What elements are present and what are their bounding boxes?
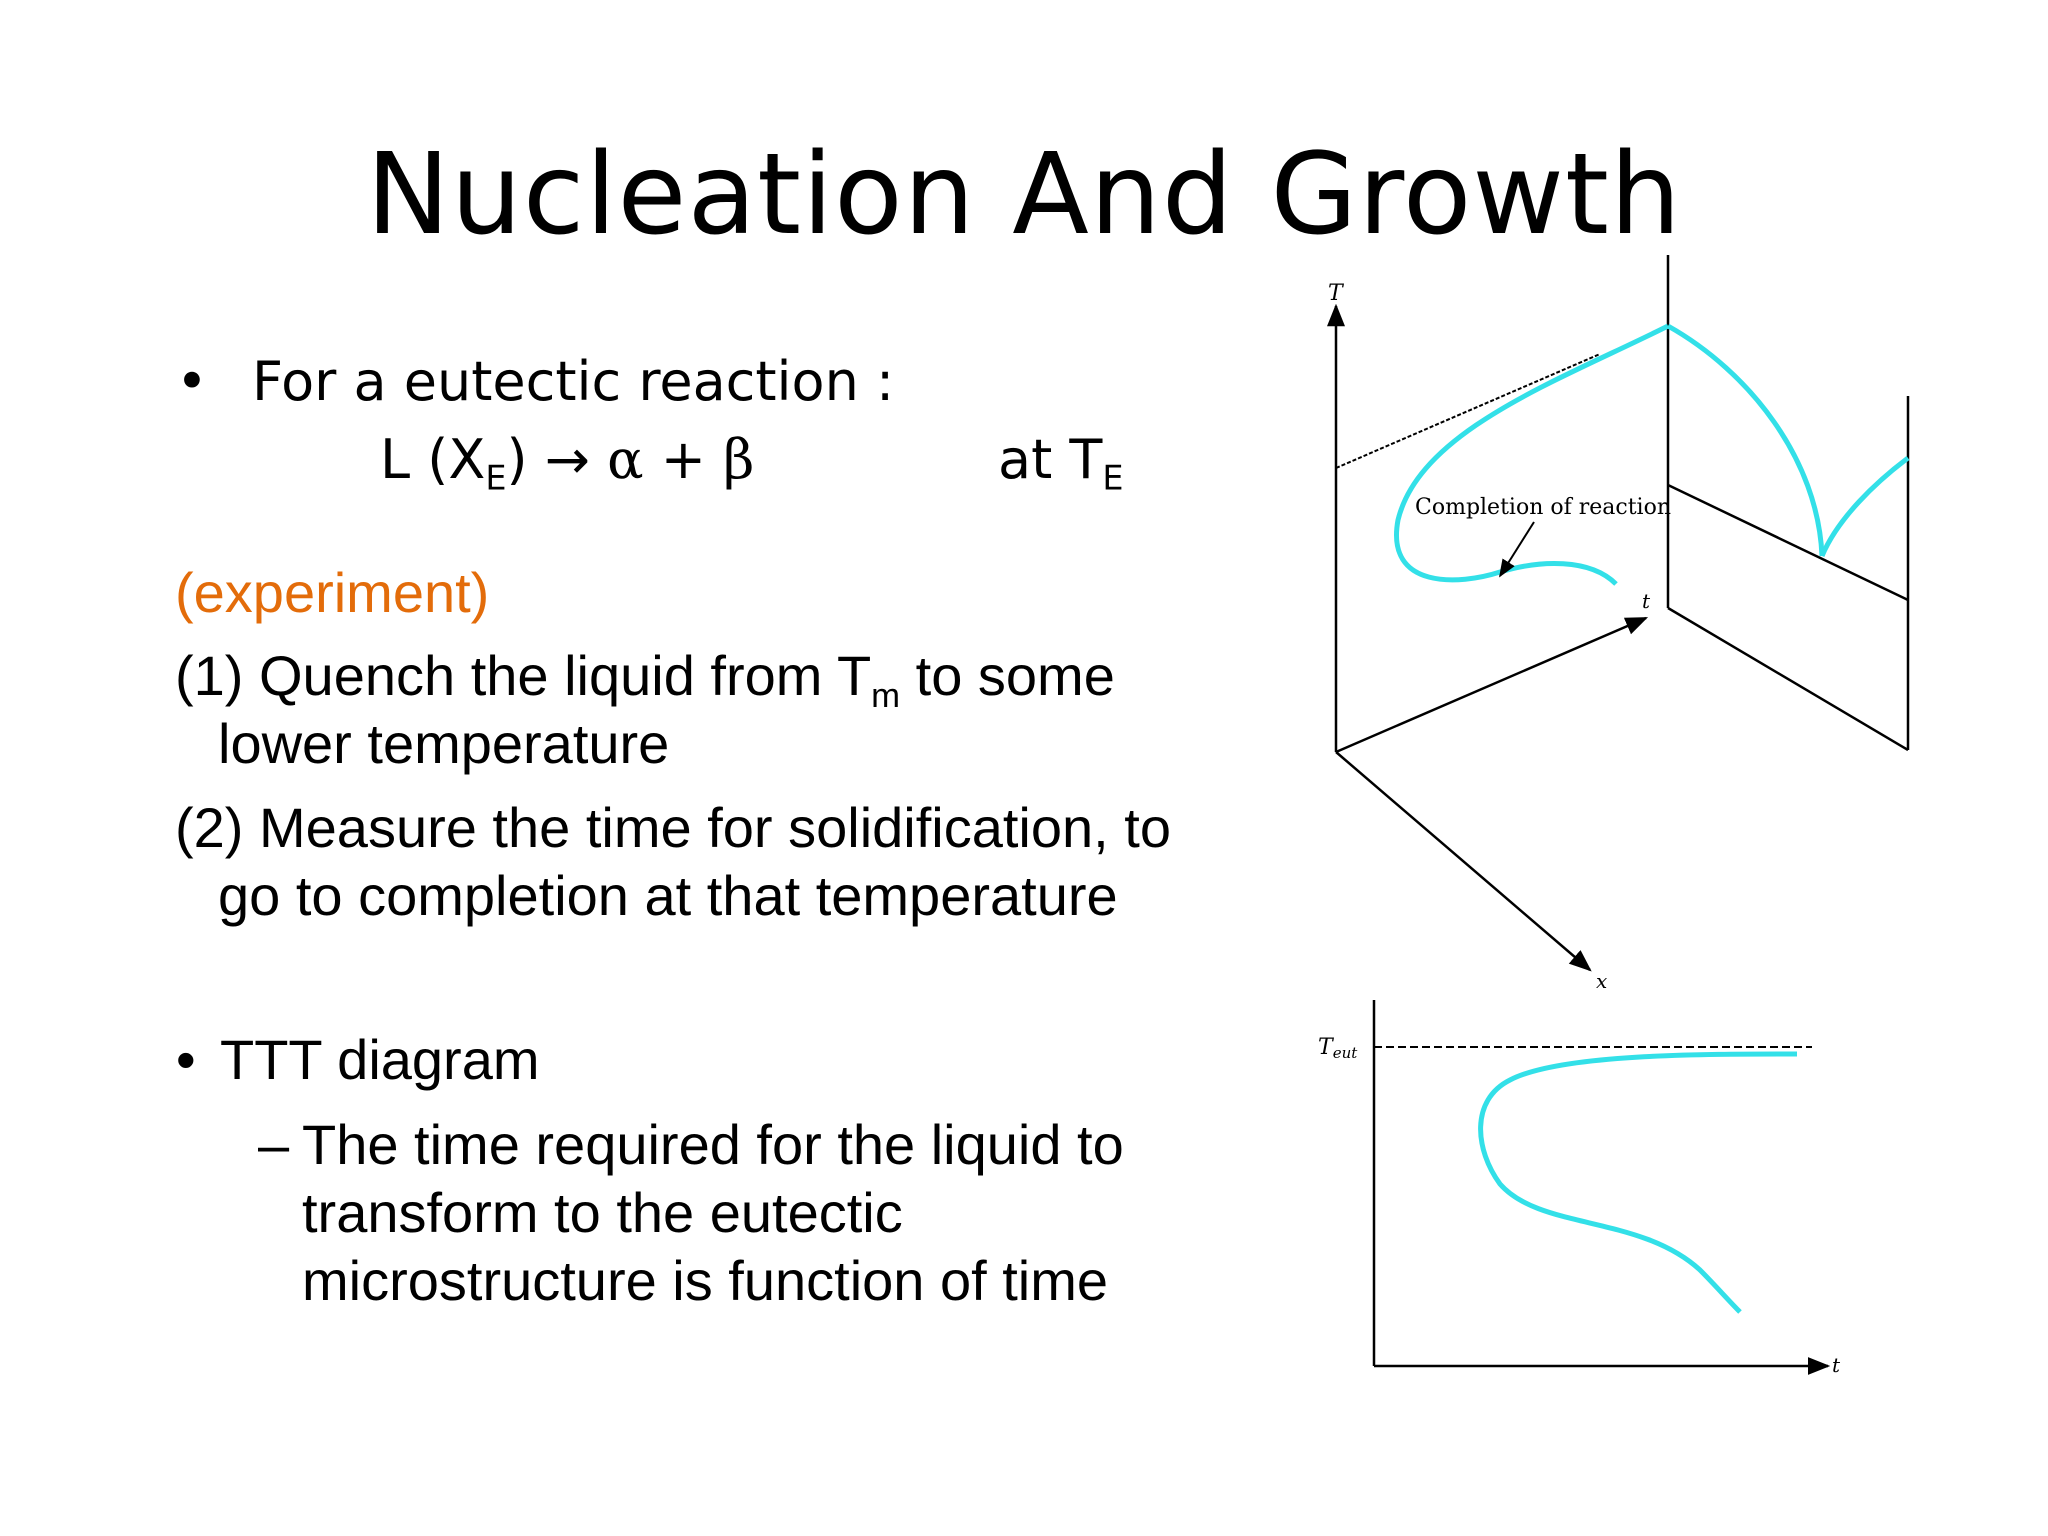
eutectic-plane-line-2 [1667, 606, 1909, 752]
ttt-Teut-label: Teut [1318, 1035, 1358, 1062]
arrow-symbol: → [544, 428, 590, 491]
bullet-marker-2: • [176, 1028, 196, 1091]
eutectic-plane-line-1 [1667, 483, 1909, 602]
liquidus-curve-alpha [1666, 323, 1825, 557]
step-1-text-end: to some [900, 644, 1115, 707]
completion-annotation: Completion of reaction [1415, 495, 1671, 520]
ttt-description-line-1: The time required for the liquid to [302, 1113, 1124, 1176]
eutectic-equation: L (XE) → α + β [380, 428, 755, 495]
x-axis [1335, 751, 1592, 972]
ttt-t-label: t [1832, 1353, 1841, 1377]
ttt-eut-sub: eut [1333, 1044, 1359, 1062]
sub-bullet-dash: – [258, 1113, 290, 1176]
t-axis-label: t [1642, 589, 1651, 613]
experiment-label: (experiment) [175, 561, 490, 624]
step-2-line-1: (2) Measure the time for solidification,… [175, 796, 1171, 859]
ttt-description-line-2: transform to the eutectic [302, 1181, 903, 1244]
T-axis-label: T [1328, 281, 1345, 306]
step-1-line-2: lower temperature [218, 712, 670, 775]
step-1-sub-m: m [871, 677, 901, 716]
page-title: Nucleation And Growth [366, 130, 1682, 260]
alpha-symbol: α [607, 428, 644, 491]
beta-symbol: β [723, 428, 755, 491]
equation-liquid: L (X [380, 428, 486, 491]
completion-curve [1394, 323, 1670, 586]
at-sub-E: E [1102, 458, 1124, 498]
ttt-description-line-3: microstructure is function of time [302, 1249, 1109, 1312]
x-axis-label: x [1596, 969, 1607, 993]
ttt-curve [1478, 1051, 1798, 1314]
liquidus-curve-beta [1819, 456, 1910, 557]
equation-sub-E: E [485, 458, 507, 498]
step-1-line-1: (1) Quench the liquid from Tm to some [175, 643, 1115, 714]
step-2-line-2: go to completion at that temperature [218, 864, 1118, 927]
ttt-T-symbol: T [1318, 1035, 1335, 1060]
ttt-diagram-label: TTT diagram [220, 1028, 540, 1091]
eutectic-temperature: at TE [998, 428, 1124, 495]
annotation-arrow [1499, 521, 1535, 578]
t-axis [1335, 616, 1649, 754]
at-label: at T [998, 428, 1103, 491]
bullet-marker: • [176, 350, 208, 413]
equation-close: ) [506, 428, 545, 491]
step-1-text: (1) Quench the liquid from T [175, 644, 872, 707]
plus-symbol: + [643, 428, 724, 491]
eutectic-reaction-text: For a eutectic reaction : [252, 350, 895, 413]
